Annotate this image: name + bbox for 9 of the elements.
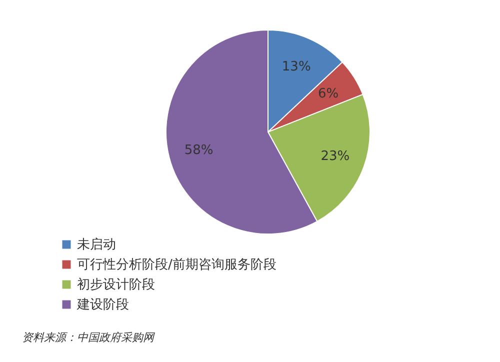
data-label: 23% xyxy=(320,149,350,164)
legend-label: 初步设计阶段 xyxy=(77,278,155,292)
data-label: 13% xyxy=(282,59,311,74)
legend-label: 建设阶段 xyxy=(76,298,129,312)
legend-label: 可行性分析阶段/前期咨询服务阶段 xyxy=(77,258,276,272)
legend-label: 未启动 xyxy=(77,236,116,252)
data-label: 58% xyxy=(184,142,214,158)
data-label: 6% xyxy=(318,86,339,102)
text: 资料来源：中国政府采购网 xyxy=(22,331,155,344)
